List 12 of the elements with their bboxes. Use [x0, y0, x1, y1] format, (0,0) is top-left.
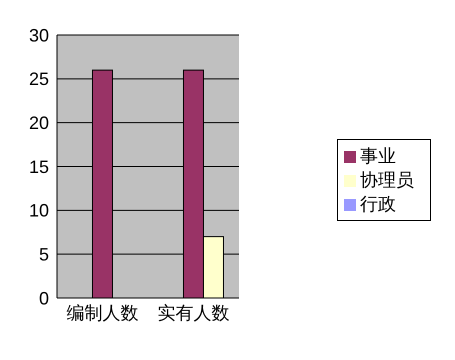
- y-tick-label: 25: [28, 69, 49, 90]
- x-tick-label: 编制人数: [66, 302, 138, 323]
- y-tick-label: 5: [38, 244, 49, 265]
- y-tick-label: 30: [28, 25, 49, 46]
- legend-label: 行政: [360, 194, 396, 214]
- x-tick-label: 实有人数: [158, 302, 230, 323]
- y-tick-label: 15: [28, 156, 49, 177]
- y-tick-label: 0: [38, 288, 49, 308]
- legend-label: 协理员: [360, 170, 414, 190]
- y-tick-label: 20: [28, 113, 49, 134]
- legend-label: 事业: [360, 146, 396, 166]
- y-tick-label: 10: [28, 200, 49, 221]
